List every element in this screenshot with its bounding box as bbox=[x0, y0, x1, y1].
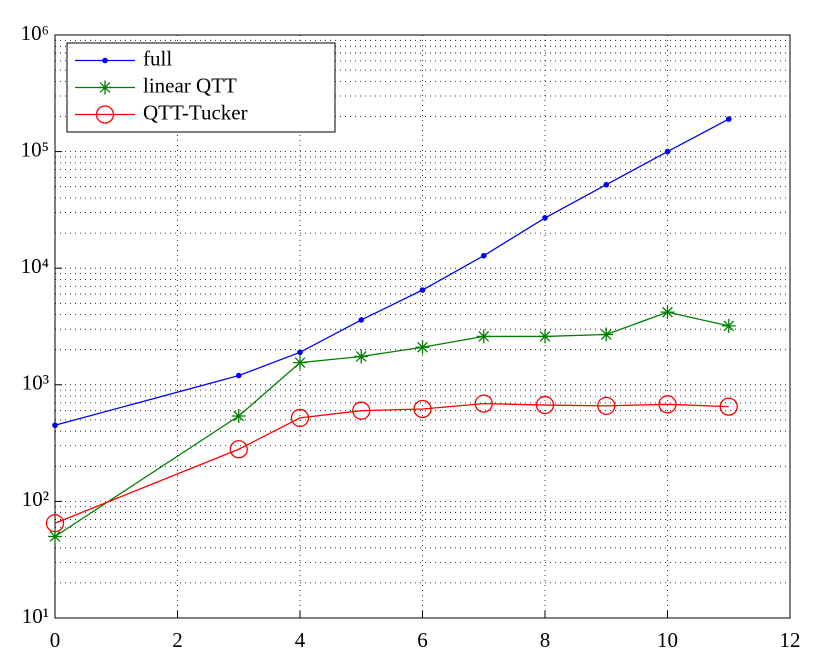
marker-dot bbox=[419, 287, 426, 293]
marker-dot bbox=[297, 349, 303, 356]
point bbox=[476, 329, 491, 344]
point bbox=[599, 327, 614, 342]
marker-circle bbox=[597, 396, 616, 415]
point bbox=[235, 372, 242, 379]
marker-circle bbox=[535, 395, 555, 415]
point bbox=[542, 215, 548, 221]
marker-dot bbox=[664, 148, 671, 155]
marker-circle bbox=[658, 395, 677, 414]
point bbox=[354, 349, 369, 364]
marker-circle bbox=[719, 397, 738, 416]
y-tick-label: 10⁶ bbox=[21, 21, 49, 45]
point bbox=[290, 408, 310, 428]
marker-dot bbox=[52, 422, 58, 429]
marker-circle bbox=[352, 401, 371, 420]
x-tick-label: 10 bbox=[657, 628, 678, 652]
marker-star bbox=[538, 329, 552, 344]
x-tick-label: 8 bbox=[540, 628, 551, 652]
point bbox=[231, 409, 246, 424]
marker-dot bbox=[542, 215, 548, 221]
point bbox=[480, 252, 487, 259]
marker-star bbox=[293, 355, 307, 370]
marker-circle bbox=[95, 105, 115, 124]
point bbox=[48, 529, 62, 544]
point bbox=[52, 422, 58, 429]
legend-label: QTT-Tucker bbox=[143, 100, 248, 124]
x-tick-label: 4 bbox=[295, 628, 306, 652]
point bbox=[297, 349, 303, 356]
marker-circle bbox=[45, 514, 65, 533]
point bbox=[725, 116, 732, 122]
marker-star bbox=[48, 529, 62, 544]
legend-label: linear QTT bbox=[143, 73, 237, 97]
marker-star bbox=[721, 318, 736, 333]
plot-frame bbox=[54, 34, 791, 619]
point bbox=[474, 394, 493, 413]
marker-dot bbox=[603, 181, 610, 188]
marker-dot bbox=[235, 372, 242, 379]
marker-star bbox=[231, 409, 246, 424]
point bbox=[293, 355, 307, 370]
series-line bbox=[54, 402, 729, 524]
series-line bbox=[54, 311, 729, 538]
point bbox=[419, 287, 426, 293]
point bbox=[603, 181, 610, 188]
y-tick-label: 10⁵ bbox=[21, 137, 49, 161]
x-tick-label: 6 bbox=[417, 628, 428, 652]
point bbox=[352, 401, 371, 420]
marker-circle bbox=[413, 399, 432, 419]
marker-star bbox=[599, 327, 614, 342]
point bbox=[535, 395, 555, 415]
point bbox=[538, 329, 552, 344]
x-tick-label: 2 bbox=[172, 628, 183, 652]
point bbox=[413, 399, 432, 419]
point bbox=[415, 340, 430, 355]
point bbox=[719, 397, 738, 416]
marker-dot bbox=[480, 252, 487, 259]
legend-label: full bbox=[143, 46, 172, 70]
point bbox=[660, 305, 675, 320]
marker-circle bbox=[229, 440, 248, 459]
marker-circle bbox=[290, 408, 310, 428]
point bbox=[98, 80, 112, 95]
marker-star bbox=[660, 305, 675, 320]
point bbox=[102, 57, 108, 64]
point bbox=[95, 105, 115, 124]
y-tick-label: 10¹ bbox=[22, 604, 49, 628]
marker-circle bbox=[474, 394, 493, 413]
y-tick-label: 10⁴ bbox=[21, 254, 49, 278]
marker-dot bbox=[358, 317, 365, 323]
point bbox=[597, 396, 616, 415]
marker-star bbox=[354, 349, 369, 364]
marker-star bbox=[476, 329, 491, 344]
marker-dot bbox=[102, 57, 108, 64]
point bbox=[721, 318, 736, 333]
marker-dot bbox=[725, 116, 732, 122]
point bbox=[658, 395, 677, 414]
point bbox=[229, 440, 248, 459]
series-line bbox=[54, 118, 730, 426]
marker-star bbox=[98, 80, 112, 95]
point bbox=[45, 514, 65, 533]
point bbox=[664, 148, 671, 155]
point bbox=[358, 317, 365, 323]
y-tick-label: 10³ bbox=[22, 371, 49, 395]
x-tick-label: 12 bbox=[780, 628, 801, 652]
y-tick-label: 10² bbox=[22, 487, 49, 511]
x-tick-label: 0 bbox=[50, 628, 61, 652]
marker-star bbox=[415, 340, 430, 355]
